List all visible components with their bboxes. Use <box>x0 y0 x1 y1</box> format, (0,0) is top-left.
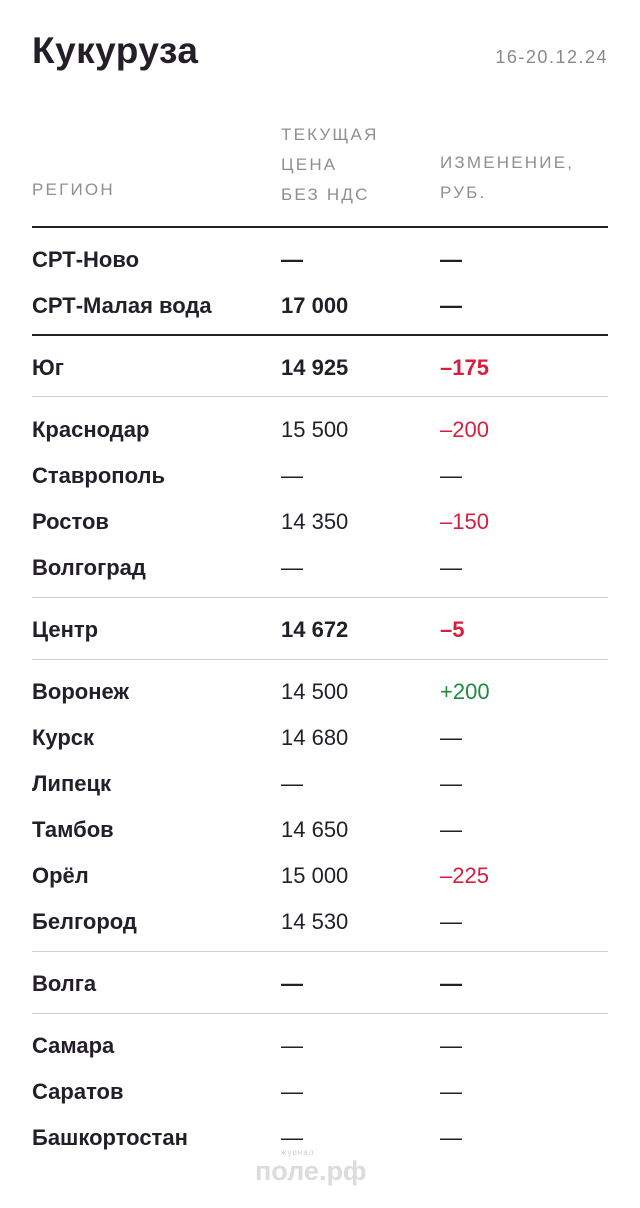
watermark-sup: журнал <box>281 1148 315 1157</box>
price-cell: 14 530 <box>281 909 349 934</box>
change-cell: –150 <box>440 509 489 534</box>
column-header-region-label: РЕГИОН <box>32 180 115 199</box>
table-row: Орёл 15 000 –225 <box>32 853 608 899</box>
column-header-price-line: ЦЕНА <box>281 155 338 174</box>
region-cell: Центр <box>32 617 99 642</box>
brand-watermark: журнал поле.рф <box>255 1148 385 1188</box>
region-cell: Белгород <box>32 909 137 934</box>
price-cell: 14 672 <box>281 617 349 642</box>
price-cell: — <box>281 463 303 488</box>
change-cell: — <box>440 247 462 272</box>
region-cell: Краснодар <box>32 417 150 442</box>
table-row: Тамбов 14 650 — <box>32 807 608 853</box>
page-header: Кукуруза 16-20.12.24 <box>32 30 608 80</box>
change-cell: — <box>440 817 462 842</box>
table-row: Краснодар 15 500 –200 <box>32 407 608 453</box>
table-row: Курск 14 680 — <box>32 715 608 761</box>
table-row: Липецк — — <box>32 761 608 807</box>
column-header-change: ИЗМЕНЕНИЕ, РУБ. <box>440 148 574 208</box>
row-divider <box>32 334 608 336</box>
table-row: Саратов — — <box>32 1069 608 1115</box>
column-header-change-line: ИЗМЕНЕНИЕ, <box>440 153 575 172</box>
column-header-change-line: РУБ. <box>440 183 487 202</box>
region-cell: Юг <box>32 355 64 380</box>
row-divider <box>32 659 608 660</box>
region-cell: Самара <box>32 1033 115 1058</box>
price-cell: — <box>281 771 303 796</box>
column-header-price-line: БЕЗ НДС <box>281 185 370 204</box>
change-cell: — <box>440 463 462 488</box>
change-cell: –225 <box>440 863 489 888</box>
change-cell: –200 <box>440 417 489 442</box>
table-row: Волга — — <box>32 961 608 1007</box>
price-cell: 14 680 <box>281 725 349 750</box>
price-cell: — <box>281 1125 303 1150</box>
region-cell: Курск <box>32 725 95 750</box>
region-cell: Волгоград <box>32 555 146 580</box>
price-cell: — <box>281 971 303 996</box>
change-cell: — <box>440 725 462 750</box>
table-row: Башкортостан — — <box>32 1115 608 1161</box>
row-divider <box>32 1013 608 1014</box>
price-cell: 15 500 <box>281 417 349 442</box>
region-cell: Липецк <box>32 771 112 796</box>
page-title: Кукуруза <box>32 30 199 71</box>
table-row: СРТ-Малая вода 17 000 — <box>32 283 608 329</box>
region-cell: Тамбов <box>32 817 114 842</box>
header-divider <box>32 226 608 228</box>
table-row: Самара — — <box>32 1023 608 1069</box>
table-row: Юг 14 925 –175 <box>32 345 608 391</box>
change-cell: — <box>440 1079 462 1104</box>
column-header-region: РЕГИОН <box>32 175 115 205</box>
change-cell: — <box>440 555 462 580</box>
price-cell: 17 000 <box>281 293 349 318</box>
price-cell: 14 925 <box>281 355 349 380</box>
table-row: Центр 14 672 –5 <box>32 607 608 653</box>
column-header-price: ТЕКУЩАЯ ЦЕНА БЕЗ НДС <box>281 120 379 210</box>
region-cell: Башкортостан <box>32 1125 188 1150</box>
table-row: Воронеж 14 500 +200 <box>32 669 608 715</box>
region-cell: Орёл <box>32 863 89 888</box>
price-cell: 14 350 <box>281 509 349 534</box>
region-cell: Ставрополь <box>32 463 165 488</box>
change-cell: –5 <box>440 617 465 642</box>
price-cell: — <box>281 1033 303 1058</box>
change-cell: — <box>440 909 462 934</box>
region-cell: Воронеж <box>32 679 130 704</box>
price-cell: — <box>281 555 303 580</box>
change-cell: — <box>440 293 462 318</box>
price-cell: — <box>281 247 303 272</box>
watermark-main: поле.рф <box>255 1156 367 1186</box>
table-row: Ставрополь — — <box>32 453 608 499</box>
row-divider <box>32 951 608 952</box>
region-cell: Волга <box>32 971 97 996</box>
region-cell: Ростов <box>32 509 109 534</box>
price-cell: — <box>281 1079 303 1104</box>
price-cell: 14 650 <box>281 817 349 842</box>
change-cell: — <box>440 771 462 796</box>
row-divider <box>32 396 608 397</box>
table-row: Ростов 14 350 –150 <box>32 499 608 545</box>
change-cell: +200 <box>440 679 490 704</box>
price-cell: 14 500 <box>281 679 349 704</box>
change-cell: — <box>440 971 462 996</box>
region-cell: СРТ-Ново <box>32 247 140 272</box>
region-cell: Саратов <box>32 1079 124 1104</box>
change-cell: — <box>440 1125 462 1150</box>
table-row: Белгород 14 530 — <box>32 899 608 945</box>
change-cell: –175 <box>440 355 489 380</box>
region-cell: СРТ-Малая вода <box>32 293 212 318</box>
row-divider <box>32 597 608 598</box>
table-row: Волгоград — — <box>32 545 608 591</box>
change-cell: — <box>440 1033 462 1058</box>
price-cell: 15 000 <box>281 863 349 888</box>
table-row: СРТ-Ново — — <box>32 237 608 283</box>
date-range: 16-20.12.24 <box>495 47 608 67</box>
column-header-price-line: ТЕКУЩАЯ <box>281 125 379 144</box>
